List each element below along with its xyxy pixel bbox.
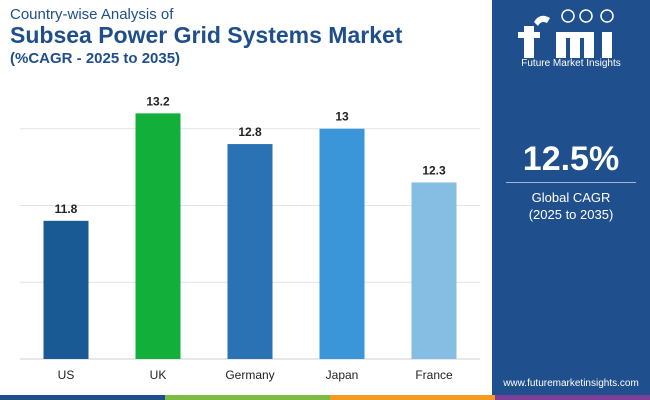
category-label-france: France (415, 368, 453, 382)
chart-title: Subsea Power Grid Systems Market (10, 22, 403, 48)
bar-france (411, 182, 457, 359)
strip-segment-green (165, 395, 330, 400)
global-cagr-label: Global CAGR (531, 190, 611, 205)
bar-uk (135, 113, 181, 360)
value-label-france: 12.3 (422, 163, 446, 177)
chart-header: Country-wise Analysis of Subsea Power Gr… (0, 0, 492, 88)
sidebar-divider (506, 182, 636, 183)
bar-chart-svg: 11.8 US 13.2 UK 12.8 Germany 13 Japan 12.3 France (20, 94, 480, 382)
global-cagr-value: 12.5% (522, 140, 620, 178)
value-label-uk: 13.2 (146, 94, 170, 108)
category-label-us: US (58, 368, 75, 382)
category-label-germany: Germany (225, 368, 274, 382)
category-label-japan: Japan (326, 368, 359, 382)
website-link[interactable]: www.futuremarketinsights.com (503, 378, 639, 389)
strip-segment-orange (330, 395, 495, 400)
strip-segment-blue (0, 395, 165, 400)
brand-name: Future Market Insights (521, 58, 621, 69)
value-label-us: 11.8 (55, 202, 78, 216)
value-label-japan: 13 (335, 110, 349, 124)
chart-range: (%CAGR - 2025 to 2035) (10, 50, 181, 67)
bar-us (43, 220, 89, 359)
value-label-germany: 12.8 (238, 125, 262, 139)
bar-germany (227, 144, 273, 359)
footer-color-strip (0, 395, 650, 400)
bar-labels: 11.8 US 13.2 UK 12.8 Germany 13 Japan 12.3 France (55, 94, 453, 382)
bars (43, 113, 457, 360)
global-cagr-range: (2025 to 2035) (528, 207, 614, 222)
category-label-uk: UK (150, 368, 167, 382)
sidebar-panel: Future Market Insights 12.5% Global CAGR… (492, 0, 650, 400)
fmi-logo (518, 9, 614, 58)
chart-subtitle: Country-wise Analysis of (10, 6, 174, 23)
bar-chart: 11.8 US 13.2 UK 12.8 Germany 13 Japan 12.3 France (0, 88, 492, 388)
bar-japan (319, 128, 365, 359)
strip-segment-purple (495, 395, 650, 400)
